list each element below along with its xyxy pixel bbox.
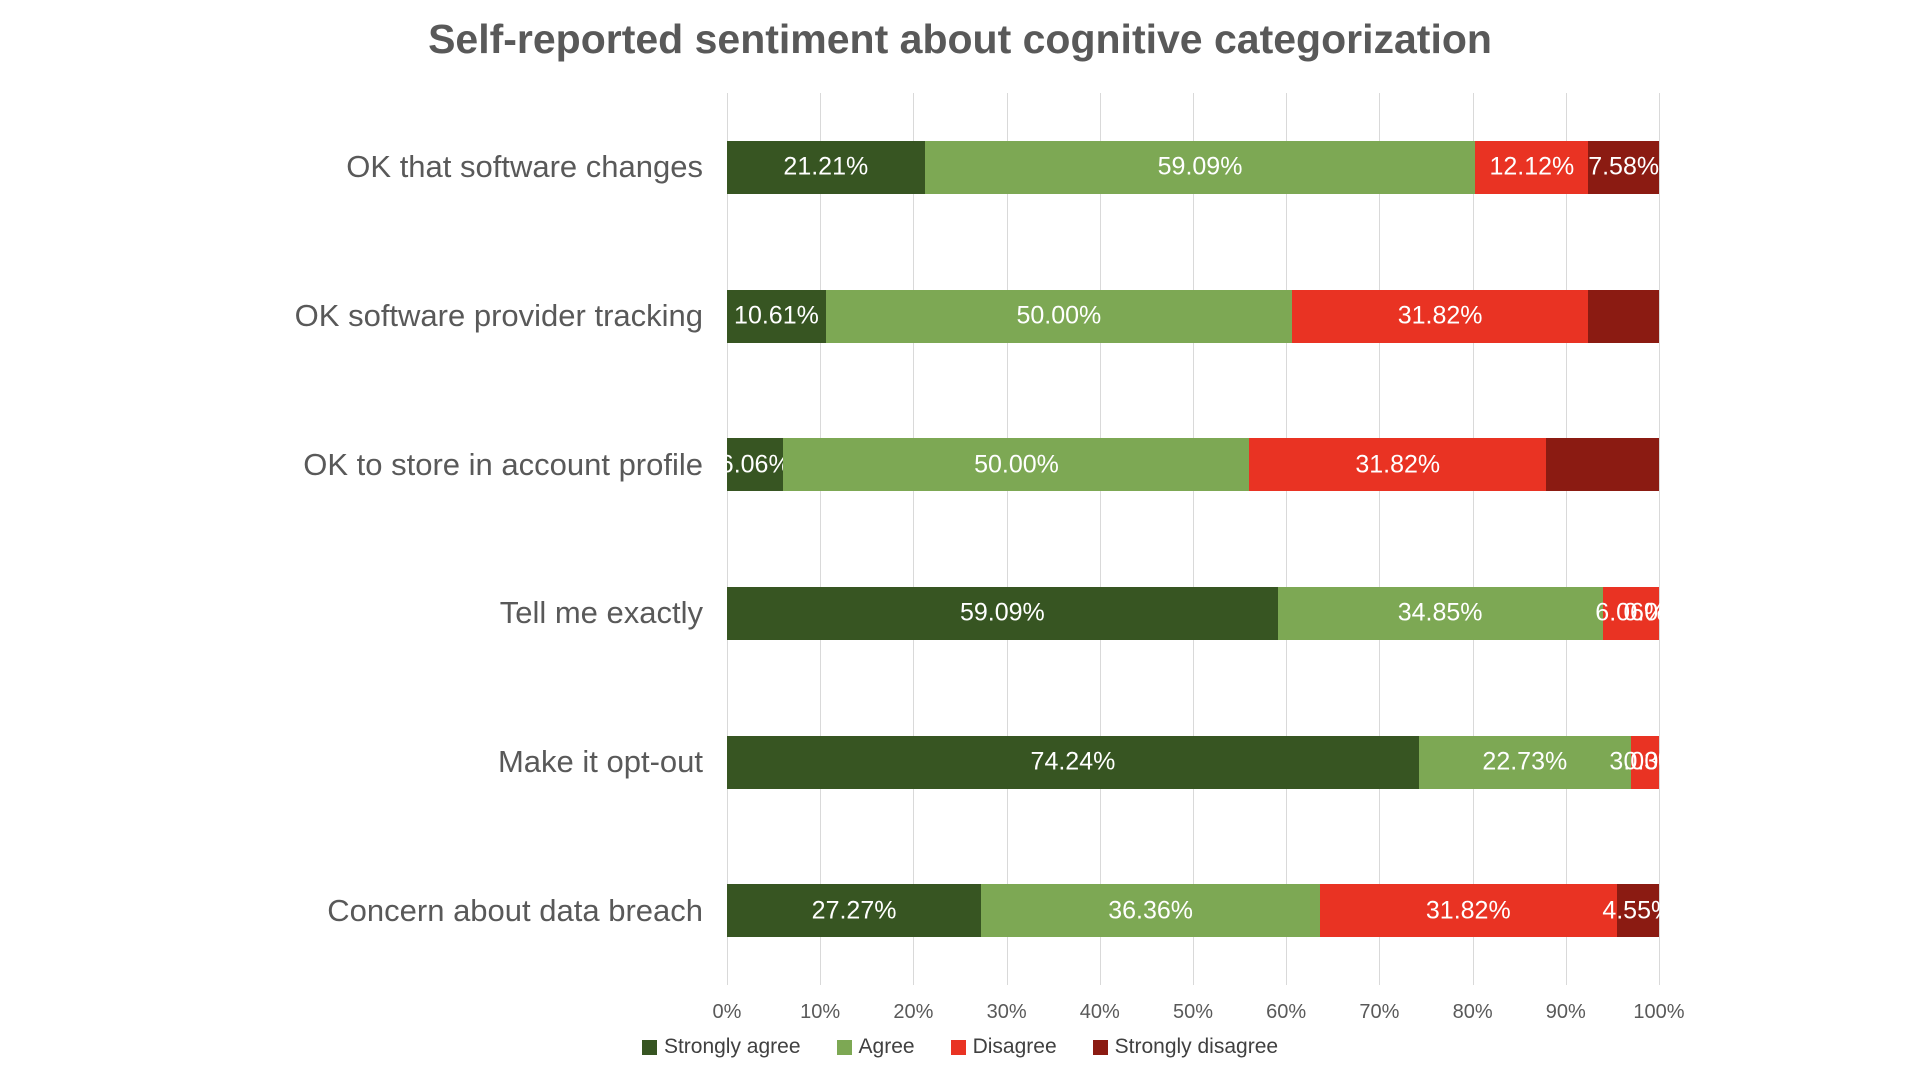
bar-segment-disagree: 31.82%	[1320, 884, 1617, 938]
x-tick-label: 80%	[1452, 1001, 1493, 1023]
legend-swatch-icon	[641, 1039, 657, 1055]
bar-segment-strongly-agree: 27.27%	[727, 884, 982, 938]
x-tick-label: 70%	[1359, 1001, 1400, 1023]
legend-item: Strongly agree	[641, 1035, 801, 1059]
gridline	[727, 93, 728, 985]
segment-value-label: 0.00%	[1623, 598, 1695, 627]
bar-segment-strongly-agree: 21.21%	[727, 140, 925, 194]
segment-value-label: 59.09%	[959, 598, 1045, 627]
x-tick-label: 30%	[986, 1001, 1027, 1023]
segment-value-label: 31.82%	[1425, 896, 1511, 925]
bar-segment-disagree: 3.03%	[1609, 735, 1680, 789]
x-tick-label: 40%	[1079, 1001, 1120, 1023]
bar-segment-agree: 59.09%	[924, 140, 1476, 194]
segment-value-label: 4.55%	[1602, 896, 1674, 925]
legend-item: Strongly disagree	[1092, 1035, 1279, 1059]
bar-segment-strongly-agree: 10.61%	[727, 289, 826, 343]
legend-label: Strongly disagree	[1114, 1035, 1279, 1058]
x-tick-label: 90%	[1545, 1001, 1586, 1023]
gridline	[1193, 93, 1194, 985]
x-tick-label: 20%	[893, 1001, 934, 1023]
gridline	[1659, 93, 1660, 985]
gridline	[820, 93, 822, 985]
legend: Strongly agree Agree Disagree Strongly disa…	[0, 1035, 1920, 1059]
gridline	[1286, 93, 1288, 985]
bar-segment-strongly-disagree: 4.55%	[1602, 884, 1673, 938]
segment-value-label: 22.73%	[1482, 747, 1568, 776]
category-label: Concern about data breach	[327, 892, 703, 928]
segment-value-label: 59.09%	[1157, 152, 1243, 181]
legend-swatch-icon	[836, 1039, 852, 1055]
segment-value-label: 50.00%	[974, 450, 1059, 479]
bar-segment-agree: 36.36%	[981, 884, 1321, 938]
bar-row: 27.27% 36.36% 31.82% 4.55%	[727, 884, 1673, 938]
bar-segment-strongly-agree: 74.24%	[727, 735, 1419, 789]
segment-value-label: 36.36%	[1108, 896, 1193, 925]
x-tick-label: 100%	[1633, 1001, 1685, 1023]
segment-value-label: 0.00%	[1623, 747, 1695, 776]
bar-segment-strongly-agree: 6.06%	[720, 438, 791, 492]
segment-value-label: 34.85%	[1397, 598, 1483, 627]
legend-label: Agree	[858, 1035, 915, 1058]
segment-value-label: 50.00%	[1016, 301, 1102, 330]
segment-value-label: 3.03%	[1609, 747, 1681, 776]
bar-row: 59.09% 34.85% 6.06% 0.00%	[727, 586, 1694, 640]
bar-segment-strongly-agree: 59.09%	[727, 586, 1278, 640]
bar-segment-agree: 50.00%	[783, 438, 1250, 492]
legend-label: Disagree	[972, 1035, 1057, 1058]
segment-value-label: 31.82%	[1355, 450, 1441, 479]
gridline	[1472, 93, 1474, 985]
category-axis: OK that software changes OK software prov…	[0, 93, 703, 985]
gridline	[1099, 93, 1101, 985]
segment-value-label: 31.82%	[1397, 301, 1483, 330]
bar-row: 10.61% 50.00% 31.82%	[727, 289, 1660, 343]
bar-row: 6.06% 50.00% 31.82%	[720, 438, 1659, 492]
x-tick-label: 0%	[712, 1001, 742, 1023]
segment-value-label: 6.06%	[1595, 598, 1667, 627]
bar-segment-disagree: 31.82%	[1249, 438, 1547, 492]
legend-swatch-icon	[1092, 1039, 1108, 1055]
bar-row: 74.24% 22.73% 3.03% 0.00%	[727, 735, 1694, 789]
legend-item: Agree	[836, 1035, 915, 1059]
bar-segment-agree: 50.00%	[825, 289, 1292, 343]
category-label: OK software provider tracking	[294, 297, 703, 333]
legend-swatch-icon	[950, 1039, 966, 1055]
gridline	[913, 93, 915, 985]
bar-segment-agree: 34.85%	[1277, 586, 1603, 640]
bar-segment-disagree: 12.12%	[1475, 140, 1589, 194]
segment-value-label: 6.06%	[719, 450, 791, 479]
x-tick-label: 60%	[1266, 1001, 1307, 1023]
plot-area: 21.21% 59.09% 12.12% 7.58% 10.61% 50.00% 31.82…	[713, 93, 1694, 1023]
segment-value-label: 21.21%	[783, 152, 869, 181]
segment-value-label: 10.61%	[734, 301, 819, 330]
gridline	[1565, 93, 1567, 985]
bar-segment-agree: 22.73%	[1418, 735, 1631, 789]
segment-value-label: 12.12%	[1489, 152, 1575, 181]
bar-segment-strongly-disagree: 7.58%	[1588, 140, 1660, 194]
gridline	[1379, 93, 1381, 985]
bar-segment-strongly-disagree	[1588, 289, 1660, 343]
segment-value-label: 7.58%	[1588, 152, 1660, 181]
chart-title: Self-reported sentiment about cognitive …	[428, 16, 1492, 62]
gridline	[1006, 93, 1008, 985]
category-label: Tell me exactly	[499, 595, 703, 631]
category-label: Make it opt-out	[497, 743, 703, 779]
bar-segment-disagree: 6.06%	[1595, 586, 1666, 640]
x-tick-label: 10%	[800, 1001, 841, 1023]
category-label: OK that software changes	[346, 149, 703, 185]
legend-label: Strongly agree	[663, 1035, 801, 1058]
bar-segment-disagree: 31.82%	[1291, 289, 1589, 343]
segment-value-label: 27.27%	[811, 896, 897, 925]
segment-value-label: 74.24%	[1030, 747, 1116, 776]
x-tick-label: 50%	[1172, 1001, 1214, 1023]
bar-segment-strongly-disagree	[1546, 438, 1659, 492]
category-label: OK to store in account profile	[303, 446, 703, 482]
bar-row: 21.21% 59.09% 12.12% 7.58%	[727, 140, 1660, 194]
legend-item: Disagree	[950, 1035, 1057, 1059]
